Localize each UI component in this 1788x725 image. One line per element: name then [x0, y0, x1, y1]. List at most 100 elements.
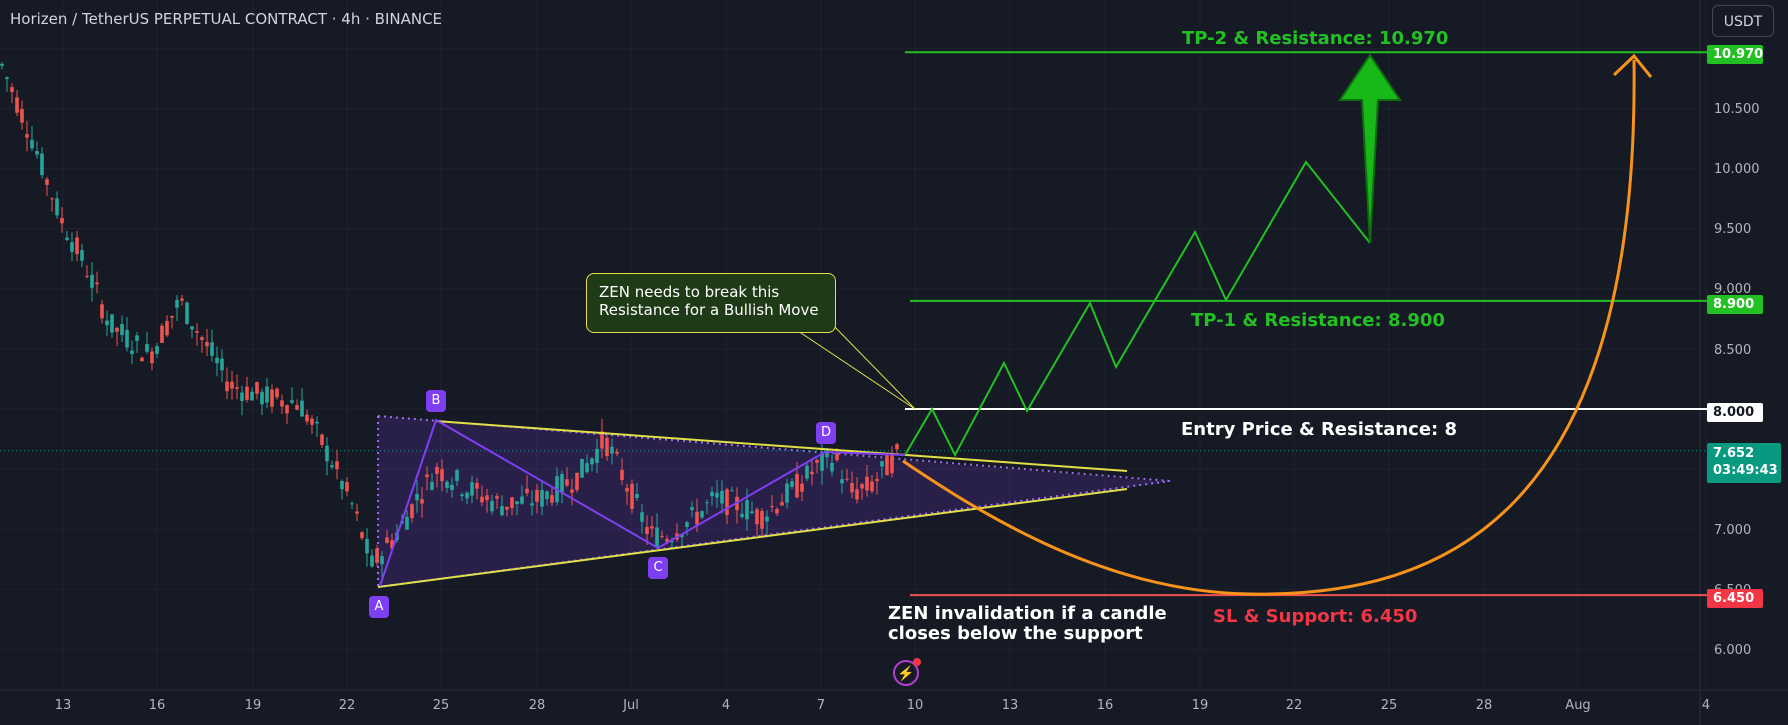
candle-body [875, 478, 879, 482]
candle-body [55, 198, 59, 216]
candle-body [140, 357, 144, 362]
candle-body [830, 462, 834, 472]
x-tick-label: 19 [244, 698, 262, 713]
candle-body [770, 506, 774, 508]
candle-body [190, 326, 194, 330]
candle-body [795, 473, 799, 498]
support-trendline [377, 488, 1128, 588]
entry-price-tag: 8.000 [1707, 403, 1763, 422]
candle-body [655, 527, 659, 548]
y-tick-label: 6.000 [1714, 643, 1752, 658]
candle-body [355, 511, 359, 514]
candle-body [270, 389, 274, 407]
candle-body [525, 488, 529, 494]
candle-body [200, 337, 204, 340]
candle-body [430, 482, 434, 490]
candle-body [660, 535, 664, 537]
candle-body [60, 217, 64, 224]
chart-title: Horizen / TetherUS PERPETUAL CONTRACT · … [10, 10, 443, 28]
candle-body [145, 343, 149, 352]
candle-body [665, 538, 669, 542]
x-tick-label: 22 [1285, 698, 1303, 713]
candle-body [785, 483, 789, 503]
callout-pointer [794, 321, 916, 410]
candle-body [700, 511, 704, 518]
curve-arrowhead [1612, 53, 1653, 78]
candle-body [280, 400, 284, 407]
candle-body [300, 400, 304, 417]
candle-body [135, 335, 139, 341]
candle-body [380, 556, 384, 565]
candle-body [120, 324, 124, 336]
candle-body [720, 490, 724, 504]
x-tick-label: 16 [1096, 698, 1114, 713]
point-b-label: B [426, 390, 446, 412]
candle-body [550, 495, 554, 503]
target-arrow [1338, 53, 1402, 244]
candle-body [410, 504, 414, 519]
candle-body [450, 484, 454, 491]
candle-body [80, 250, 84, 261]
candle-body [285, 405, 289, 414]
y-tick-label: 9.500 [1714, 222, 1752, 237]
candle-body [370, 555, 374, 567]
triangle-fill [378, 416, 1168, 587]
candle-body [610, 446, 614, 454]
candle-body [725, 489, 729, 516]
candle-body [685, 522, 689, 527]
candle-body [340, 480, 344, 490]
candle-body [320, 434, 324, 445]
candle-body [470, 482, 474, 496]
candle-body [805, 465, 809, 479]
candle-body [885, 454, 889, 476]
candle-body [350, 503, 354, 505]
candle-body [255, 382, 259, 394]
x-tick-label: Jul [623, 698, 639, 713]
candle-body [690, 507, 694, 511]
candle-body [645, 526, 649, 534]
x-tick-label: 7 [816, 698, 826, 713]
invalidation-line-2: closes below the support [888, 623, 1143, 644]
candle-body [225, 381, 229, 392]
candle-body [615, 451, 619, 454]
candle-body [640, 512, 644, 522]
candle-body [635, 493, 639, 499]
flash-icon[interactable]: ⚡ [893, 658, 921, 686]
candle-body [85, 275, 89, 277]
candle-body [560, 474, 564, 493]
current-price-tag: 7.652 03:49:43 [1707, 443, 1781, 483]
candle-body [170, 315, 174, 318]
currency-button[interactable]: USDT [1712, 5, 1774, 37]
candle-body [360, 532, 364, 539]
candle-body [510, 497, 514, 509]
candle-body [250, 391, 254, 401]
candle-body [330, 465, 334, 468]
candle-body [155, 346, 159, 354]
resistance-callout: ZEN needs to break this Resistance for a… [586, 273, 836, 333]
candle-body [670, 541, 674, 543]
candle-body [35, 151, 39, 155]
candle-body [455, 470, 459, 481]
candle-body [540, 490, 544, 507]
candle-body [445, 481, 449, 488]
candle-body [220, 358, 224, 371]
candle-body [580, 458, 584, 478]
candle-body [765, 516, 769, 522]
candle-body [100, 304, 104, 319]
candle-body [545, 491, 549, 499]
candle-body [265, 386, 269, 403]
candle-body [745, 500, 749, 520]
candle-body [680, 534, 684, 538]
candle-body [490, 501, 494, 512]
candle-body [205, 342, 209, 347]
candle-body [800, 483, 804, 492]
candle-body [535, 489, 539, 502]
candle-body [180, 298, 184, 301]
x-tick-label: Aug [1565, 698, 1591, 713]
x-tick-label: 16 [148, 698, 166, 713]
candle-body [520, 496, 524, 504]
candle-body [865, 476, 869, 491]
y-tick-label: 8.500 [1714, 343, 1752, 358]
